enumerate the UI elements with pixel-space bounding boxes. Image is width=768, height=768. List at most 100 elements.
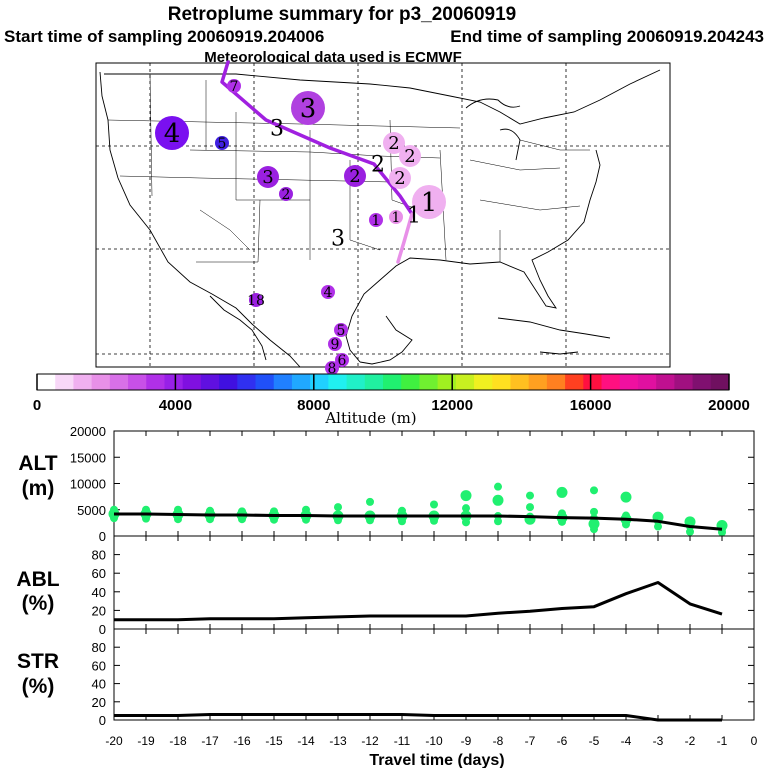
altitude-colorbar: 0 4000 8000 12000 16000 20000 Altitude (m) [33, 373, 750, 427]
alt-point [686, 527, 694, 536]
x-tick-label: -5 [589, 734, 600, 748]
colorbar-cell [510, 374, 530, 390]
alt-point [622, 511, 630, 520]
alt-point [492, 494, 504, 506]
plume-marker: 1 [369, 213, 383, 229]
colorbar-cell [492, 374, 511, 390]
x-tick-label: -11 [394, 734, 411, 748]
x-tick-label: -16 [233, 734, 251, 748]
alt-point [398, 517, 406, 526]
plume-marker-circle [328, 337, 342, 351]
x-tick-label: -7 [525, 734, 536, 748]
plume-marker-label: 1 [372, 213, 381, 229]
alt-point [556, 486, 568, 498]
plume-marker-label: 7 [230, 79, 239, 95]
alt-point [588, 518, 600, 530]
plume-marker-label: 2 [388, 133, 399, 154]
plume-marker-circle [249, 293, 263, 307]
colorbar-cell [55, 374, 74, 390]
x-tick-label: -6 [557, 734, 568, 748]
y-tick-label: 60 [92, 658, 106, 673]
colorbar-cell [619, 374, 639, 390]
str-panel: 80 60 40 20 0 STR (%) [17, 628, 755, 728]
abl-yticks: 80 60 40 20 0 [92, 536, 755, 637]
page-title: Retroplume summary for p3_20060919 [168, 4, 517, 25]
alt-point [302, 515, 310, 524]
str-ylabel-unit: (%) [22, 675, 55, 698]
plume-marker-label: 6 [338, 353, 347, 369]
plume-marker-label: 18 [247, 293, 265, 309]
plume-marker-circle [335, 353, 349, 367]
met-data-label: Meteorological data used is ECMWF [204, 49, 462, 66]
colorbar-cell [164, 374, 184, 390]
plume-marker: 3 [270, 116, 284, 141]
alt-point [142, 505, 150, 514]
colorbar-cell [656, 374, 675, 390]
colorbar-xlabel: Altitude (m) [324, 409, 416, 427]
colorbar-tick-label: 0 [33, 397, 41, 414]
y-tick-label: 15000 [70, 450, 106, 465]
x-axis-label: Travel time (days) [369, 752, 504, 768]
colorbar-cell [91, 374, 111, 390]
alt-ylabel-unit: (m) [22, 477, 55, 500]
alt-point [110, 514, 118, 523]
colorbar-cell [383, 374, 402, 390]
plume-marker-label: 9 [331, 337, 340, 353]
plume-marker-label: 2 [349, 166, 360, 187]
colorbar-cell [692, 374, 712, 390]
abl-ylabel-unit: (%) [22, 592, 55, 615]
alt-point [334, 503, 342, 512]
colorbar-cell [291, 374, 311, 390]
alt-point [206, 506, 214, 515]
plume-marker-label: 8 [328, 361, 337, 377]
colorbar-cell [346, 374, 366, 390]
plume-marker: 2 [389, 167, 411, 189]
plume-marker-circle [227, 79, 241, 93]
colorbar-cells [37, 374, 730, 390]
plume-marker: 2 [344, 165, 366, 187]
plume-marker: 8 [325, 361, 339, 377]
plume-marker: 9 [328, 337, 342, 353]
alt-ylabel: ALT [18, 452, 57, 475]
x-tick-label: -15 [265, 734, 283, 748]
plume-marker-label: 1 [421, 188, 438, 218]
y-tick-label: 60 [92, 566, 106, 581]
colorbar-cell [219, 374, 238, 390]
alt-point [558, 509, 566, 518]
alt-point [238, 515, 246, 524]
alt-point [174, 515, 182, 524]
plume-marker-circle [279, 187, 293, 201]
x-tick-label: -13 [329, 734, 347, 748]
alt-point [526, 491, 534, 500]
start-time-label: Start time of sampling 20060919.204006 [4, 27, 324, 46]
alt-point [460, 490, 472, 502]
alt-point [526, 503, 534, 512]
plume-track [220, 60, 414, 264]
x-tick-label: -1 [717, 734, 728, 748]
str-yticks: 80 60 40 20 0 [92, 629, 755, 728]
map-coastlines [99, 69, 661, 368]
colorbar-tick-label: 8000 [297, 397, 330, 414]
alt-point [398, 506, 406, 515]
x-tick-label: -12 [361, 734, 379, 748]
alt-point [334, 516, 342, 525]
plume-marker-label: 5 [218, 136, 227, 152]
travel-time-axis: -20 -19 -18 -17 -16 -15 -14 -13 -12 -11 -10 -9 -8 -7-… [105, 734, 757, 748]
plume-marker-label: 1 [392, 210, 401, 226]
plume-marker-label: 4 [324, 285, 333, 301]
series-line [114, 713, 722, 722]
plume-marker-circle [389, 210, 403, 224]
alt-point [494, 482, 502, 491]
colorbar-cell [674, 374, 694, 390]
colorbar-cell [583, 374, 603, 390]
plume-marker-circle [389, 167, 411, 189]
y-tick-label: 0 [99, 622, 106, 637]
alt-point [590, 507, 598, 516]
alt-point [110, 505, 118, 514]
alt-point [654, 522, 662, 531]
colorbar-cell [146, 374, 165, 390]
plume-marker-label: 2 [394, 168, 405, 189]
plume-marker-circle [321, 285, 335, 299]
x-tick-label: -17 [201, 734, 219, 748]
